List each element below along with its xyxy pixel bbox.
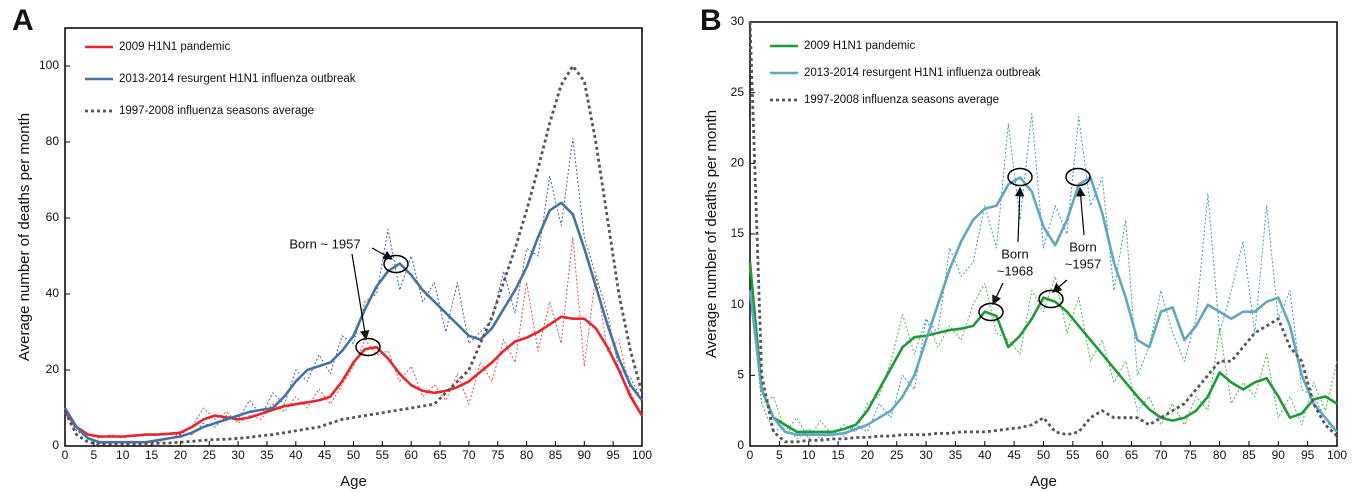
legend-label: 2013-2014 resurgent H1N1 influenza outbr… (119, 73, 356, 85)
y-tick-label: 0 (52, 438, 59, 452)
y-axis-label: Average number of deaths per month (16, 113, 33, 361)
legend-label: 1997-2008 influenza seasons average (804, 94, 999, 106)
highlight-ellipse (1007, 167, 1033, 187)
annotation: ~1957 (1065, 256, 1102, 271)
highlight-ellipse (383, 254, 409, 274)
x-tick-label: 20 (861, 448, 875, 462)
highlight-ellipse (1065, 167, 1091, 187)
x-tick-label: 25 (203, 448, 217, 462)
x-tick-label: 20 (174, 448, 188, 462)
series-line (748, 21, 1338, 444)
x-tick-label: 45 (318, 448, 332, 462)
x-tick-label: 5 (776, 448, 783, 462)
y-tick-label: 10 (731, 297, 745, 311)
series-line (64, 137, 643, 443)
legend-label: 2013-2014 resurgent H1N1 influenza outbr… (804, 67, 1041, 79)
x-tick-label: 10 (116, 448, 130, 462)
annotation-arrow (1014, 186, 1025, 243)
annotation-arrow (1075, 186, 1086, 236)
x-tick-label: 60 (405, 448, 419, 462)
x-tick-label: 55 (376, 448, 390, 462)
x-tick-label: 40 (978, 448, 992, 462)
x-tick-label: 0 (62, 448, 69, 462)
panel-label: B (700, 4, 722, 37)
series-line (63, 201, 644, 444)
y-tick-label: 40 (46, 286, 60, 300)
x-tick-label: 70 (1154, 448, 1168, 462)
x-tick-label: 45 (1007, 448, 1021, 462)
series-line (63, 64, 644, 446)
x-tick-label: 10 (802, 448, 816, 462)
legend-label: 1997-2008 influenza seasons average (119, 105, 314, 117)
x-axis-label: Age (1030, 473, 1057, 490)
annotation: ~1968 (997, 263, 1034, 278)
x-tick-label: 50 (347, 448, 361, 462)
x-tick-label: 65 (433, 448, 447, 462)
x-tick-label: 15 (831, 448, 845, 462)
annotation-arrow (371, 247, 394, 260)
x-tick-label: 55 (1066, 448, 1080, 462)
x-tick-label: 35 (949, 448, 963, 462)
annotation-arrow (1052, 279, 1068, 293)
y-tick-label: 60 (46, 210, 60, 224)
y-tick-label: 25 (731, 85, 745, 99)
legend-label: 2009 H1N1 pandemic (119, 41, 230, 53)
series-line (748, 176, 1339, 437)
x-tick-label: 95 (606, 448, 620, 462)
x-tick-label: 0 (747, 448, 754, 462)
x-axis-label: Age (340, 473, 367, 490)
x-tick-label: 35 (260, 448, 274, 462)
y-tick-label: 20 (731, 156, 745, 170)
x-tick-label: 95 (1301, 448, 1315, 462)
series-line (748, 262, 1338, 434)
y-tick-label: 15 (731, 226, 745, 240)
annotation: Born (1001, 246, 1028, 261)
y-axis-label: Average number of deaths per month (703, 110, 720, 358)
x-tick-label: 75 (491, 448, 505, 462)
annotation: Born (1069, 239, 1096, 254)
y-tick-label: 80 (46, 134, 60, 148)
y-tick-label: 100 (39, 58, 59, 72)
series-line (63, 315, 644, 438)
legend-label: 2009 H1N1 pandemic (804, 40, 915, 52)
series-line (749, 262, 1338, 440)
x-tick-label: 100 (1327, 448, 1347, 462)
x-tick-label: 30 (231, 448, 245, 462)
x-tick-label: 80 (520, 448, 534, 462)
x-tick-label: 60 (1096, 448, 1110, 462)
annotation-arrow (992, 282, 1004, 306)
x-tick-label: 100 (632, 448, 652, 462)
plot-frame (749, 21, 1338, 447)
x-tick-label: 30 (919, 448, 933, 462)
series-line (749, 113, 1338, 440)
highlight-ellipse (978, 302, 1004, 322)
x-tick-label: 65 (1125, 448, 1139, 462)
y-tick-label: 30 (731, 14, 745, 28)
annotation: Born ~ 1957 (289, 236, 360, 251)
x-tick-label: 15 (145, 448, 159, 462)
x-tick-label: 85 (1242, 448, 1256, 462)
x-tick-label: 80 (1213, 448, 1227, 462)
annotation-arrow (351, 253, 370, 341)
x-tick-label: 90 (1272, 448, 1286, 462)
y-tick-label: 20 (46, 362, 60, 376)
x-tick-label: 85 (549, 448, 563, 462)
x-tick-label: 70 (462, 448, 476, 462)
x-tick-label: 90 (578, 448, 592, 462)
x-tick-label: 50 (1037, 448, 1051, 462)
x-tick-label: 40 (289, 448, 303, 462)
x-tick-label: 5 (91, 448, 98, 462)
panel-label: A (12, 4, 34, 37)
x-tick-label: 25 (890, 448, 904, 462)
y-tick-label: 5 (737, 368, 744, 382)
x-tick-label: 75 (1184, 448, 1198, 462)
highlight-ellipse (1038, 289, 1064, 309)
y-tick-label: 0 (737, 438, 744, 452)
